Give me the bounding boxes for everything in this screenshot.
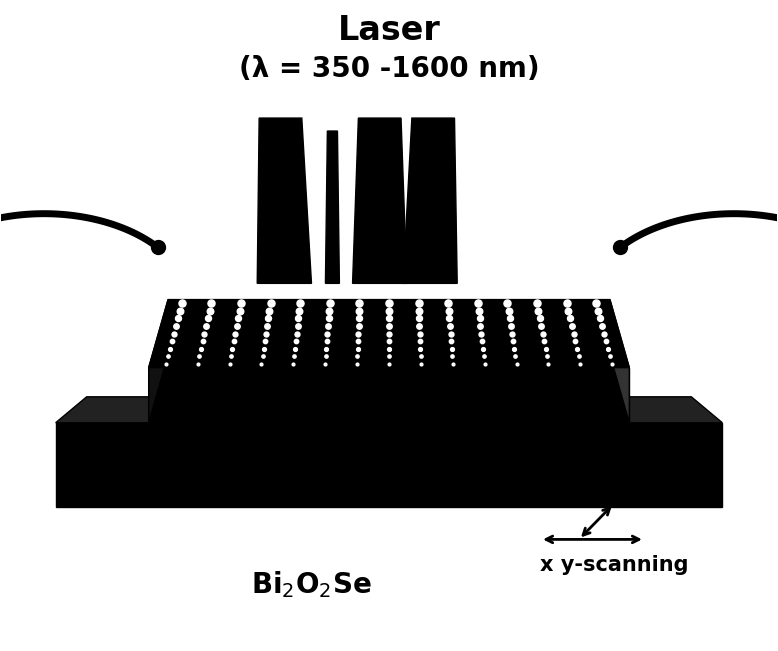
Polygon shape: [258, 118, 311, 283]
Polygon shape: [610, 299, 629, 422]
Polygon shape: [325, 131, 339, 283]
Polygon shape: [56, 422, 722, 507]
Polygon shape: [403, 118, 457, 283]
Text: x y-scanning: x y-scanning: [540, 555, 688, 575]
Polygon shape: [352, 118, 407, 283]
Polygon shape: [56, 397, 722, 422]
Text: (λ = 350 -1600 nm): (λ = 350 -1600 nm): [239, 55, 539, 83]
Polygon shape: [149, 299, 629, 368]
Polygon shape: [149, 368, 629, 422]
Text: Bi$_2$O$_2$Se: Bi$_2$O$_2$Se: [251, 570, 372, 600]
Polygon shape: [149, 299, 168, 422]
Text: Laser: Laser: [338, 14, 440, 47]
